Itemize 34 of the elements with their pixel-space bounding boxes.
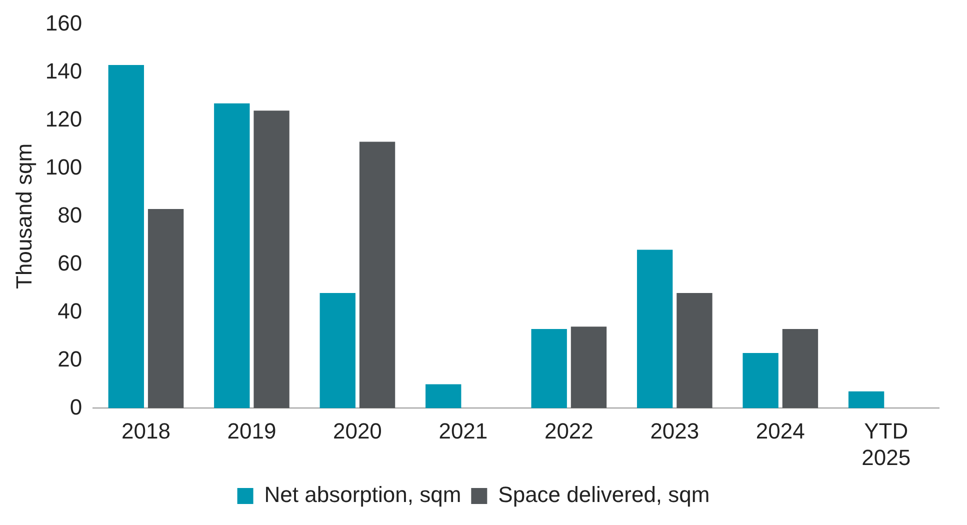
x-tick-label: 2024: [756, 418, 805, 444]
bar: [848, 391, 884, 408]
y-tick-label: 40: [58, 298, 82, 324]
bar: [676, 293, 712, 408]
legend-label: Space delivered, sqm: [498, 482, 710, 508]
y-tick-label: 100: [45, 154, 82, 180]
bar: [254, 110, 290, 408]
bar: [148, 209, 184, 408]
x-tick-label: 2021: [438, 418, 488, 444]
y-tick-label: 80: [58, 202, 82, 228]
x-tick-label: YTD 2025: [862, 418, 911, 470]
x-tick-label: 2020: [332, 418, 382, 444]
y-tick-label: 120: [45, 106, 82, 132]
bar: [108, 65, 144, 408]
x-tick-label: 2018: [122, 418, 170, 444]
bar: [214, 103, 250, 408]
bar: [426, 384, 462, 408]
y-tick-label: 20: [58, 346, 82, 372]
x-tick-label: 2023: [650, 418, 700, 444]
y-tick-label: 140: [45, 58, 82, 84]
bar: [531, 329, 567, 408]
x-tick-label: 2022: [544, 418, 594, 444]
x-tick-label: 2019: [227, 418, 276, 444]
legend-label: Net absorption, sqm: [264, 482, 462, 508]
bar: [359, 142, 396, 408]
bar: [320, 293, 356, 408]
bar: [782, 329, 818, 408]
y-axis-title: Thousand sqm: [11, 143, 36, 289]
y-tick-label: 160: [45, 10, 82, 36]
y-tick-label: 0: [70, 394, 82, 420]
y-tick-label: 60: [58, 250, 82, 276]
bar: [570, 326, 607, 408]
bar: [636, 250, 673, 408]
bar: [742, 353, 778, 408]
